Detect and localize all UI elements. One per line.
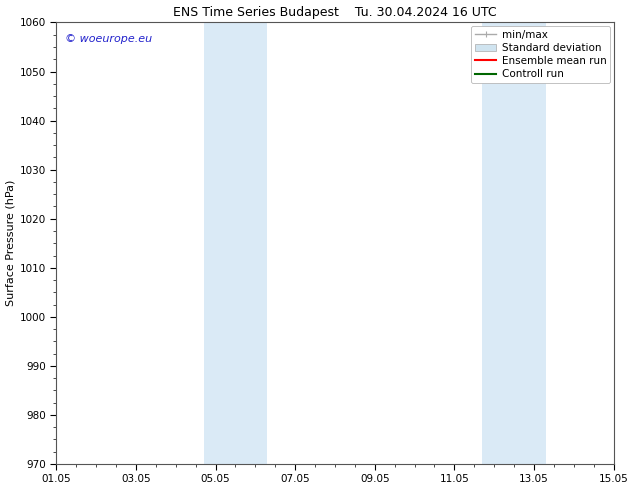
Title: ENS Time Series Budapest    Tu. 30.04.2024 16 UTC: ENS Time Series Budapest Tu. 30.04.2024 … [173,5,497,19]
Legend: min/max, Standard deviation, Ensemble mean run, Controll run: min/max, Standard deviation, Ensemble me… [471,25,611,83]
Bar [482,23,546,464]
Bar [204,23,268,464]
Y-axis label: Surface Pressure (hPa): Surface Pressure (hPa) [6,180,16,306]
Text: © woeurope.eu: © woeurope.eu [65,33,152,44]
